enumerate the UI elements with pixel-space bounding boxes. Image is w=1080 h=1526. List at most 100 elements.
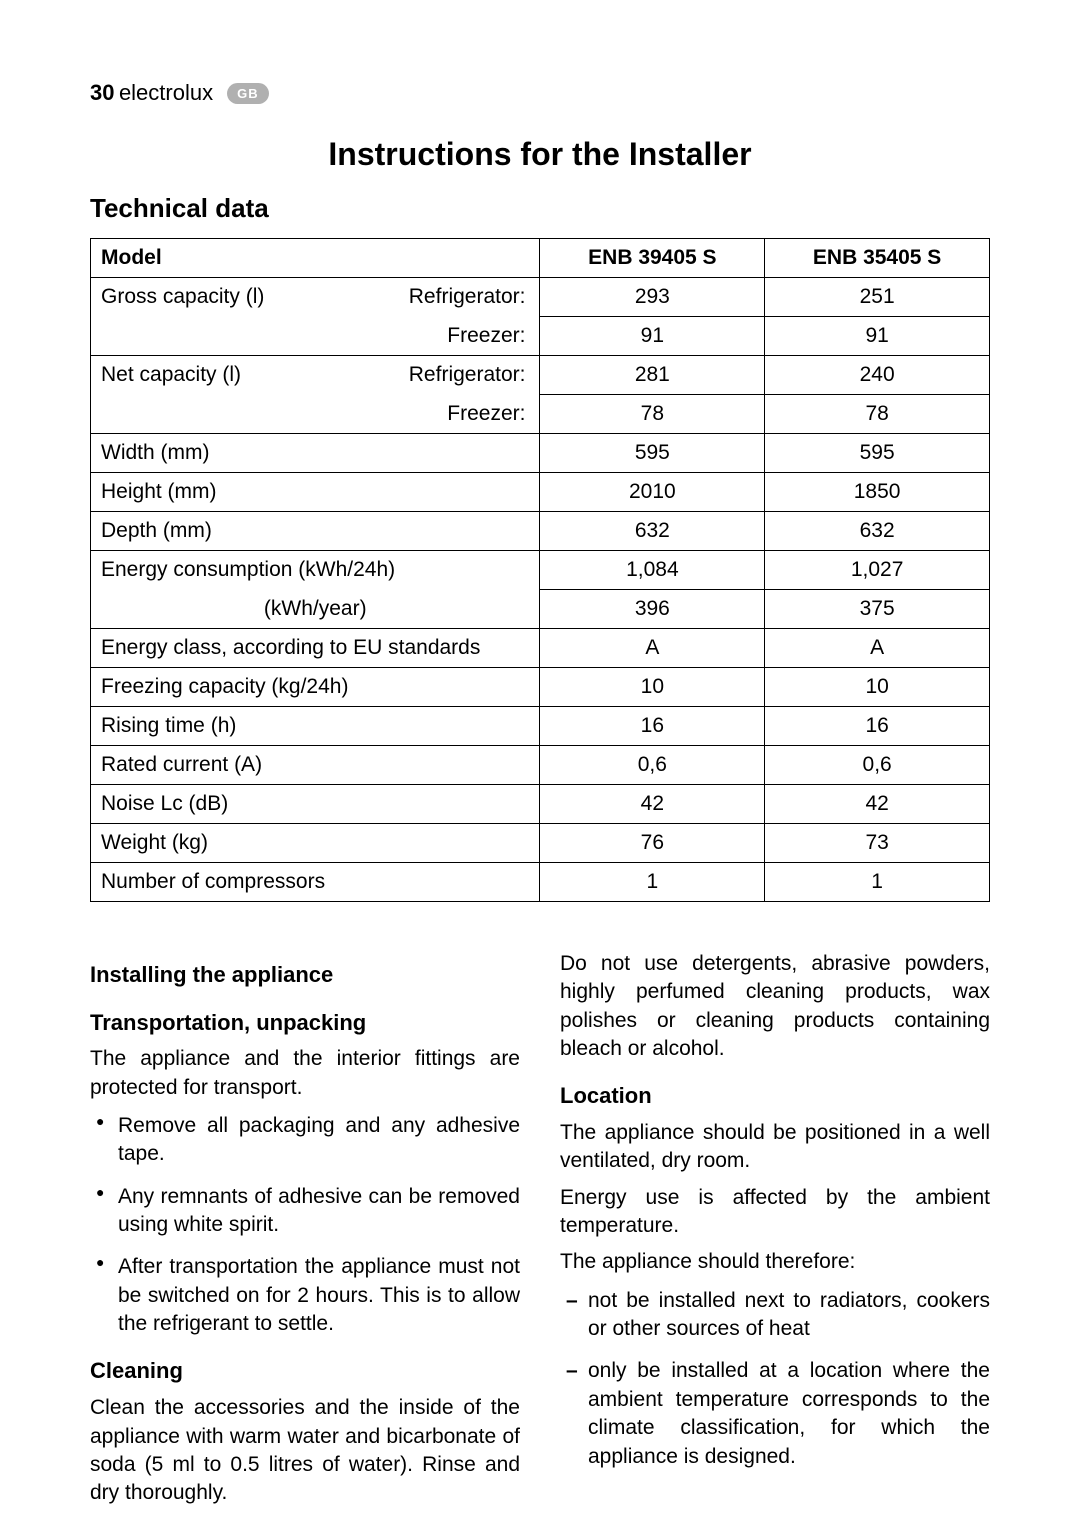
technical-data-table: Model ENB 39405 S ENB 35405 S Gross capa…	[90, 238, 990, 902]
table-cell-value: 42	[540, 785, 765, 824]
table-cell-value: 10	[540, 668, 765, 707]
table-cell-label: (kWh/year)	[91, 590, 540, 629]
heading-installing: Installing the appliance	[90, 960, 520, 990]
table-cell-label: Energy class, according to EU standards	[91, 629, 540, 668]
table-cell-label: Rising time (h)	[91, 707, 540, 746]
table-cell-value: 293	[540, 278, 765, 317]
page-number: 30 electrolux	[90, 80, 213, 106]
table-row: Freezer:7878	[91, 395, 990, 434]
table-header-row: Model ENB 39405 S ENB 35405 S	[91, 239, 990, 278]
table-cell-value: 240	[765, 356, 990, 395]
table-row: Freezer:9191	[91, 317, 990, 356]
table-row: Number of compressors11	[91, 863, 990, 902]
table-cell-label: Number of compressors	[91, 863, 540, 902]
table-cell-value: 251	[765, 278, 990, 317]
table-row: Energy consumption (kWh/24h)1,0841,027	[91, 551, 990, 590]
location-dash-list: not be installed next to radiators, cook…	[560, 1287, 990, 1471]
table-cell-label: Rated current (A)	[91, 746, 540, 785]
right-column: Do not use detergents, abrasive powders,…	[560, 942, 990, 1516]
table-row: Noise Lc (dB)4242	[91, 785, 990, 824]
table-cell-label: Weight (kg)	[91, 824, 540, 863]
table-cell-value: 91	[540, 317, 765, 356]
table-cell-value: 375	[765, 590, 990, 629]
transport-bullet-list: Remove all packaging and any adhesive ta…	[90, 1112, 520, 1338]
heading-location: Location	[560, 1081, 990, 1111]
list-item: Any remnants of adhesive can be removed …	[90, 1183, 520, 1240]
table-cell-label: Gross capacity (l)	[91, 278, 370, 317]
page-number-value: 30	[90, 80, 114, 105]
table-row: Depth (mm)632632	[91, 512, 990, 551]
table-row: Gross capacity (l)Refrigerator:293251	[91, 278, 990, 317]
table-header-col2: ENB 35405 S	[765, 239, 990, 278]
table-cell-value: 16	[540, 707, 765, 746]
two-column-text: Installing the appliance Transportation,…	[90, 942, 990, 1516]
paragraph-location-2: Energy use is affected by the ambient te…	[560, 1184, 990, 1241]
table-header-col1: ENB 39405 S	[540, 239, 765, 278]
table-cell-label: Net capacity (l)	[91, 356, 370, 395]
table-cell-value: 16	[765, 707, 990, 746]
table-row: Freezing capacity (kg/24h)1010	[91, 668, 990, 707]
brand-name: electrolux	[119, 80, 213, 105]
table-cell-value: 73	[765, 824, 990, 863]
table-row: Weight (kg)7673	[91, 824, 990, 863]
heading-cleaning: Cleaning	[90, 1356, 520, 1386]
table-cell-sublabel: Refrigerator:	[369, 356, 540, 395]
table-cell-value: A	[540, 629, 765, 668]
table-cell-value: 1,084	[540, 551, 765, 590]
table-row: Net capacity (l)Refrigerator:281240	[91, 356, 990, 395]
list-item: not be installed next to radiators, cook…	[560, 1287, 990, 1344]
table-row: Width (mm)595595	[91, 434, 990, 473]
section-title: Technical data	[90, 193, 990, 224]
table-cell-label: Energy consumption (kWh/24h)	[91, 551, 540, 590]
table-cell-value: 595	[765, 434, 990, 473]
table-cell-value: 396	[540, 590, 765, 629]
paragraph-detergents: Do not use detergents, abrasive powders,…	[560, 950, 990, 1063]
table-cell-value: 0,6	[540, 746, 765, 785]
paragraph-transport: The appliance and the interior fittings …	[90, 1045, 520, 1102]
table-cell-value: 0,6	[765, 746, 990, 785]
paragraph-location-3: The appliance should therefore:	[560, 1248, 990, 1276]
table-cell-sublabel: Refrigerator:	[369, 278, 540, 317]
table-cell-value: 1	[540, 863, 765, 902]
table-cell-value: A	[765, 629, 990, 668]
table-cell-value: 595	[540, 434, 765, 473]
table-row: Rated current (A)0,60,6	[91, 746, 990, 785]
table-cell-label	[91, 317, 370, 356]
table-row: (kWh/year)396375	[91, 590, 990, 629]
table-cell-value: 1850	[765, 473, 990, 512]
table-row: Height (mm)20101850	[91, 473, 990, 512]
table-cell-value: 1,027	[765, 551, 990, 590]
region-badge: GB	[227, 83, 269, 104]
table-cell-value: 1	[765, 863, 990, 902]
heading-transportation: Transportation, unpacking	[90, 1008, 520, 1038]
page-header: 30 electrolux GB	[90, 80, 990, 106]
list-item: After transportation the appliance must …	[90, 1253, 520, 1338]
table-cell-value: 91	[765, 317, 990, 356]
table-cell-value: 78	[765, 395, 990, 434]
table-cell-value: 10	[765, 668, 990, 707]
table-row: Energy class, according to EU standardsA…	[91, 629, 990, 668]
table-cell-value: 42	[765, 785, 990, 824]
table-cell-label: Width (mm)	[91, 434, 540, 473]
paragraph-cleaning: Clean the accessories and the inside of …	[90, 1394, 520, 1507]
table-row: Rising time (h)1616	[91, 707, 990, 746]
main-title: Instructions for the Installer	[90, 136, 990, 173]
table-body: Gross capacity (l)Refrigerator:293251Fre…	[91, 278, 990, 902]
left-column: Installing the appliance Transportation,…	[90, 942, 520, 1516]
paragraph-location-1: The appliance should be positioned in a …	[560, 1119, 990, 1176]
table-cell-label	[91, 395, 370, 434]
list-item: Remove all packaging and any adhesive ta…	[90, 1112, 520, 1169]
table-cell-label: Depth (mm)	[91, 512, 540, 551]
table-cell-value: 76	[540, 824, 765, 863]
table-header-label: Model	[91, 239, 540, 278]
table-cell-value: 632	[765, 512, 990, 551]
table-cell-label: Freezing capacity (kg/24h)	[91, 668, 540, 707]
table-cell-label: Noise Lc (dB)	[91, 785, 540, 824]
table-cell-value: 632	[540, 512, 765, 551]
manual-page: 30 electrolux GB Instructions for the In…	[0, 0, 1080, 1526]
table-cell-sublabel: Freezer:	[369, 395, 540, 434]
table-cell-value: 281	[540, 356, 765, 395]
table-cell-label: Height (mm)	[91, 473, 540, 512]
list-item: only be installed at a location where th…	[560, 1357, 990, 1470]
table-cell-value: 2010	[540, 473, 765, 512]
